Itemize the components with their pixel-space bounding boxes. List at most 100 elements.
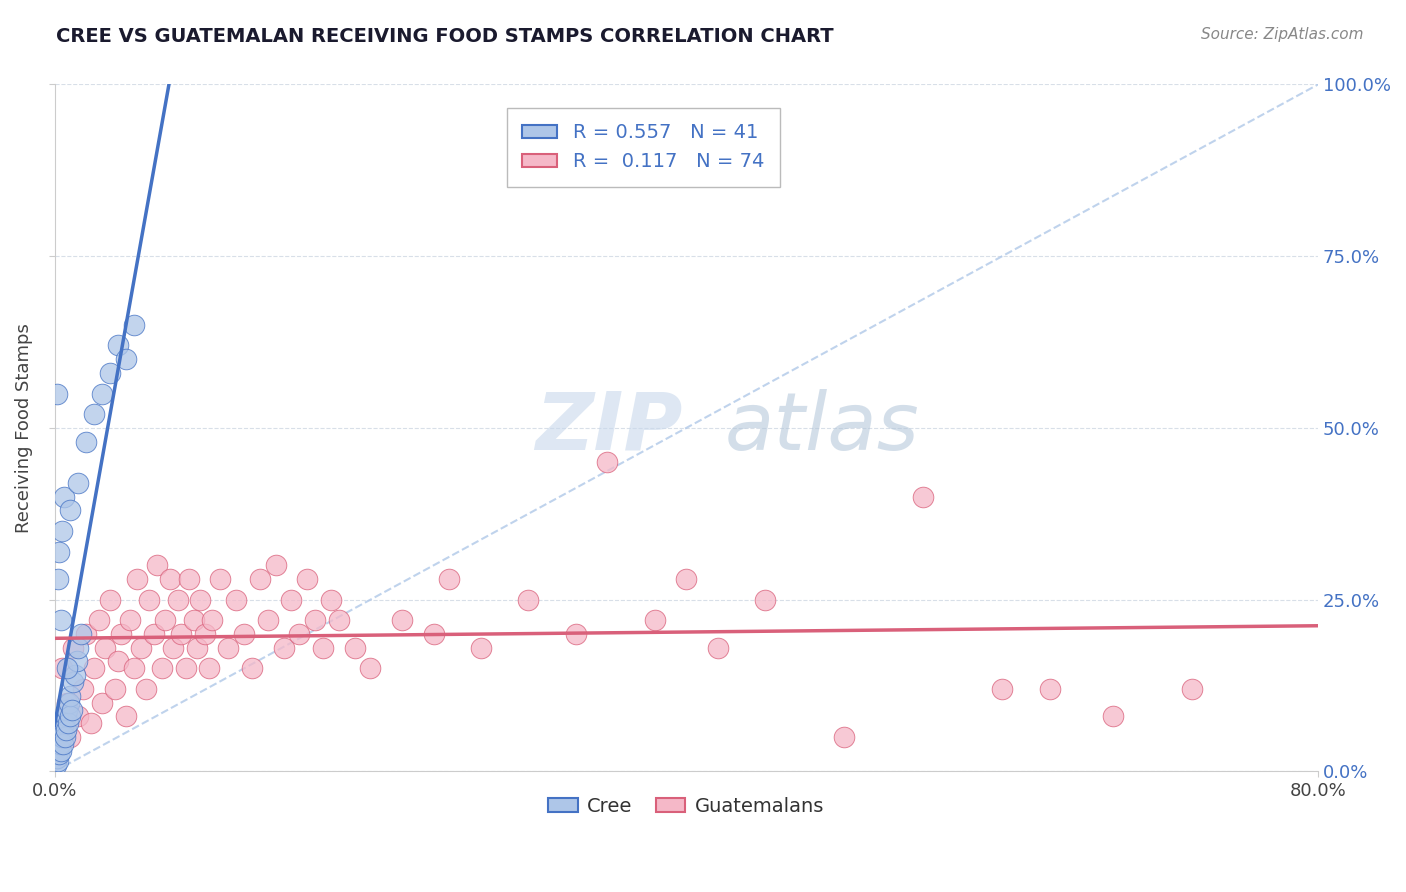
Point [62,675,84,690]
Point [122,318,145,332]
Point [48,754,70,768]
Point [188,592,211,607]
Point [359,661,381,675]
Point [80,716,103,731]
Point [312,640,335,655]
Point [125,572,148,586]
Point [122,661,145,675]
Point [63,668,86,682]
Point [51,524,73,538]
Text: CREE VS GUATEMALAN RECEIVING FOOD STAMPS CORRELATION CHART: CREE VS GUATEMALAN RECEIVING FOOD STAMPS… [56,27,834,45]
Point [256,613,278,627]
Point [59,730,82,744]
Point [59,503,82,517]
Point [98,366,121,380]
Point [162,640,184,655]
Point [225,592,247,607]
Point [90,386,112,401]
Point [439,572,461,586]
Point [1101,709,1123,723]
Point [170,627,193,641]
Point [90,696,112,710]
Point [675,572,697,586]
Point [297,572,319,586]
Point [120,613,142,627]
Point [53,490,76,504]
Point [288,627,311,641]
Point [138,592,160,607]
Point [166,592,188,607]
Point [832,730,855,744]
Point [183,613,205,627]
Point [49,744,72,758]
Point [1181,681,1204,696]
Point [51,723,73,738]
Point [46,572,69,586]
Point [114,709,136,723]
Point [107,655,129,669]
Point [45,750,67,764]
Point [56,696,79,710]
Point [49,737,72,751]
Point [51,730,73,744]
Point [198,661,221,675]
Point [131,640,153,655]
Point [240,661,263,675]
Point [707,640,730,655]
Legend: Cree, Guatemalans: Cree, Guatemalans [541,789,832,823]
Point [72,681,94,696]
Point [1039,681,1062,696]
Point [754,592,776,607]
Point [304,613,326,627]
Point [67,709,90,723]
Point [110,627,132,641]
Point [45,757,67,772]
Point [565,627,588,641]
Point [103,681,125,696]
Point [94,640,117,655]
Point [75,627,97,641]
Point [107,338,129,352]
Point [114,352,136,367]
Text: ZIP: ZIP [534,389,682,467]
Point [194,627,217,641]
Point [217,640,239,655]
Point [45,386,67,401]
Point [87,613,110,627]
Point [70,627,93,641]
Point [48,747,70,762]
Point [319,592,342,607]
Point [55,709,77,723]
Point [146,558,169,573]
Point [174,661,197,675]
Point [56,716,79,731]
Point [391,613,413,627]
Point [66,655,89,669]
Point [83,661,105,675]
Point [75,434,97,449]
Point [56,661,79,675]
Point [56,702,79,716]
Point [343,640,366,655]
Point [53,730,76,744]
Point [201,613,224,627]
Point [280,592,302,607]
Point [60,702,83,716]
Point [470,640,492,655]
Point [422,627,444,641]
Point [67,475,90,490]
Point [177,572,200,586]
Point [58,709,80,723]
Point [644,613,666,627]
Point [517,592,540,607]
Point [59,689,82,703]
Point [912,490,935,504]
Point [153,613,176,627]
Point [67,640,90,655]
Point [159,572,181,586]
Point [209,572,232,586]
Point [596,455,619,469]
Point [46,744,69,758]
Point [328,613,350,627]
Text: atlas: atlas [724,389,920,467]
